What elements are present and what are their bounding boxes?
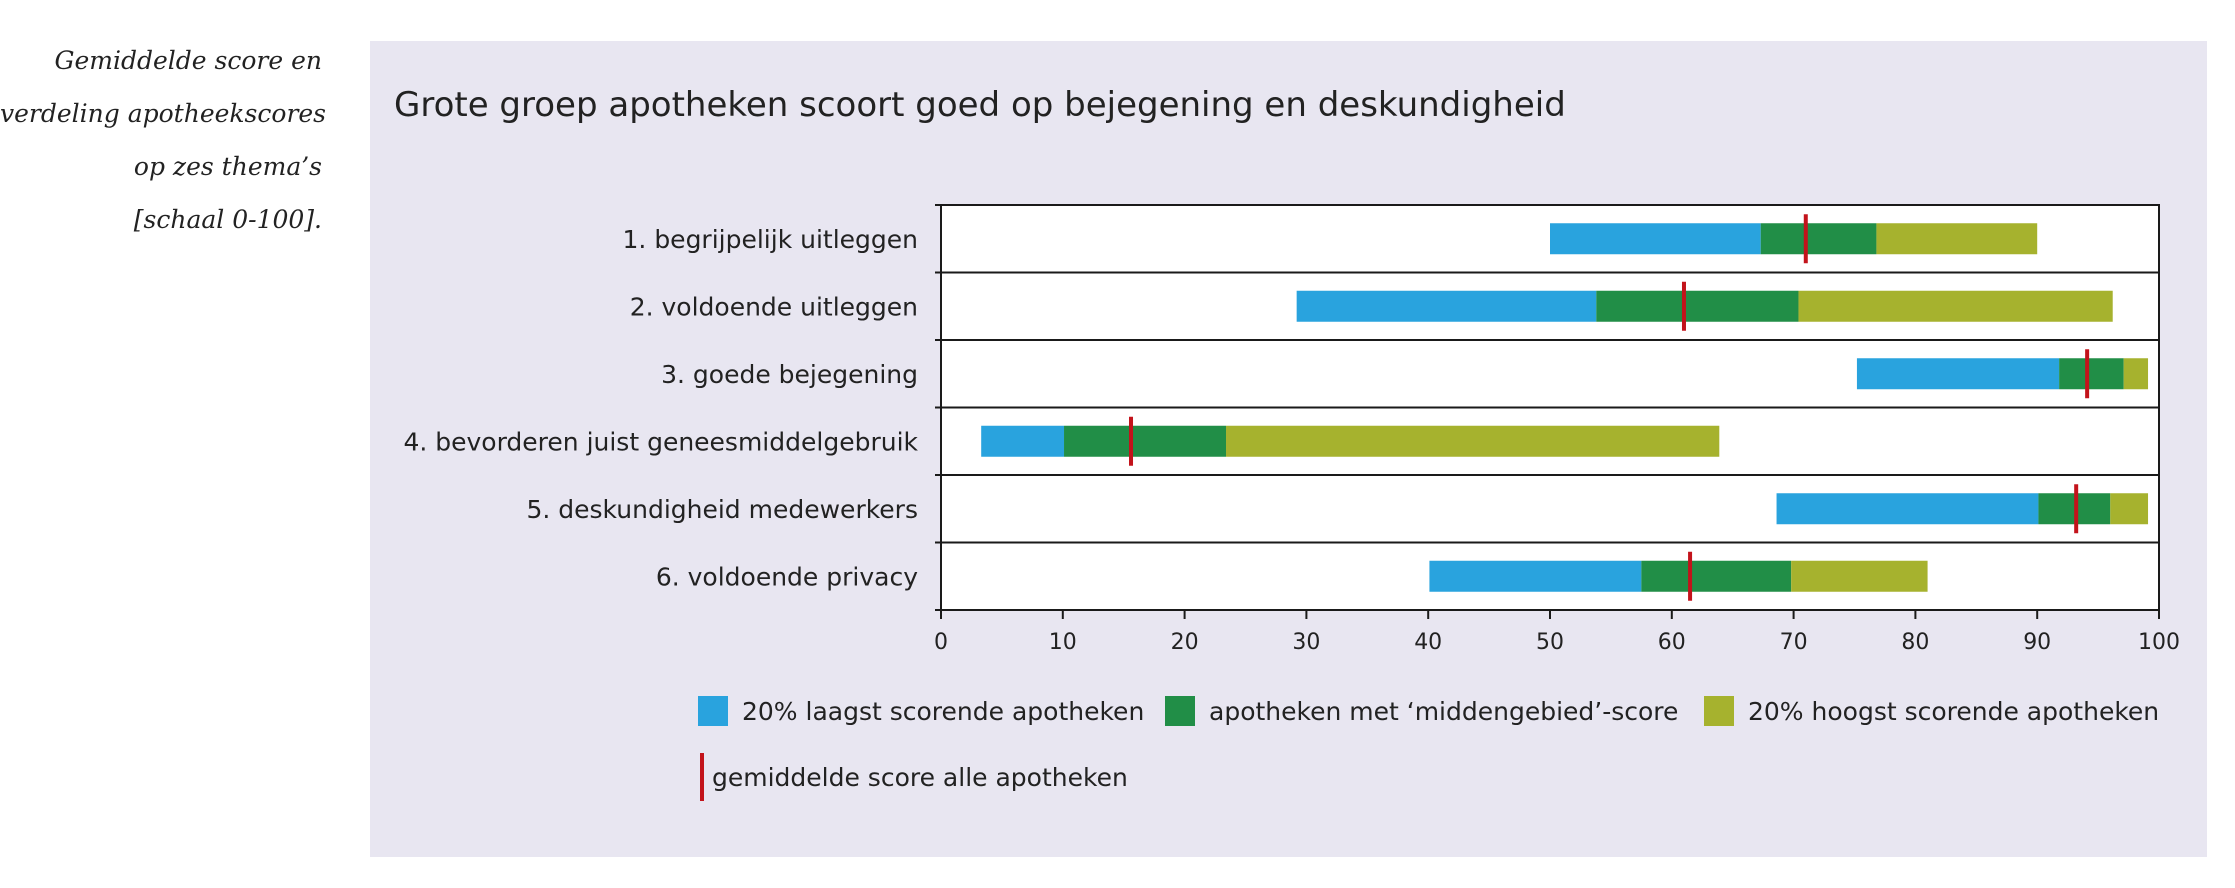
category-label: 4. bevorderen juist geneesmiddelgebruik: [403, 427, 918, 456]
category-label: 2. voldoende uitleggen: [630, 292, 918, 321]
category-label: 1. begrijpelijk uitleggen: [623, 225, 918, 254]
chart-svg: 1. begrijpelijk uitleggen 2. voldoende ui…: [403, 204, 2180, 655]
legend-label-lowest: 20% laagst scorende apotheken: [742, 696, 1145, 726]
legend-item-middle: apotheken met ‘middengebied’-score: [1165, 696, 1678, 726]
x-tick-label: 100: [2138, 630, 2180, 655]
legend-swatch-lowest: [698, 696, 728, 726]
x-tick-label: 50: [1536, 630, 1564, 655]
bar-segment-lowest: [1856, 358, 2060, 390]
bar-segment-middle: [1760, 223, 1877, 255]
legend-swatch-middle: [1165, 696, 1195, 726]
bar-segment-highest: [1798, 290, 2113, 322]
bar-segment-middle: [2059, 358, 2124, 390]
x-tick-label: 90: [2023, 630, 2051, 655]
legend-line-mean: [700, 753, 704, 801]
legend-swatch-highest: [1704, 696, 1734, 726]
bar-segment-lowest: [1296, 290, 1597, 322]
x-tick-label: 0: [934, 630, 948, 655]
side-caption: Gemiddelde score en verdeling apotheeksc…: [0, 34, 327, 246]
x-tick-label: 70: [1780, 630, 1808, 655]
x-tick-label: 10: [1049, 630, 1077, 655]
legend-item-mean: gemiddelde score alle apotheken: [700, 753, 1128, 801]
x-tick-label: 40: [1414, 630, 1442, 655]
chart-title: Grote groep apotheken scoort goed op bej…: [394, 85, 1566, 125]
bar-segment-middle: [1641, 560, 1792, 592]
legend-item-highest: 20% hoogst scorende apotheken: [1704, 696, 2159, 726]
legend-item-lowest: 20% laagst scorende apotheken: [698, 696, 1144, 726]
bar-segment-highest: [2123, 358, 2149, 390]
legend-label-middle: apotheken met ‘middengebied’-score: [1209, 696, 1679, 726]
x-tick-label: 80: [1901, 630, 1929, 655]
bar-segment-middle: [1064, 425, 1227, 457]
category-label: 5. deskundigheid medewerkers: [526, 495, 918, 524]
legend-label-highest: 20% hoogst scorende apotheken: [1748, 696, 2160, 726]
bar-segment-middle: [1596, 290, 1799, 322]
category-label: 6. voldoende privacy: [656, 562, 918, 591]
bar-segment-highest: [2110, 493, 2149, 525]
bar-segment-lowest: [981, 425, 1065, 457]
x-tick-label: 60: [1658, 630, 1686, 655]
chart-panel: Grote groep apotheken scoort goed op bej…: [370, 41, 2207, 857]
caption-line: Gemiddelde score en: [54, 46, 322, 75]
bar-segment-lowest: [1776, 493, 2039, 525]
caption-line: [schaal 0-100].: [133, 205, 322, 234]
legend-label-mean: gemiddelde score alle apotheken: [712, 762, 1128, 792]
category-label: 3. goede bejegening: [661, 360, 918, 389]
x-tick-label: 20: [1171, 630, 1199, 655]
bar-segment-highest: [1791, 560, 1928, 592]
caption-line: verdeling apotheekscores: [0, 99, 327, 128]
bar-segment-highest: [1876, 223, 2038, 255]
bar-segment-lowest: [1550, 223, 1761, 255]
caption-line: op zes thema’s: [133, 152, 322, 181]
bar-segment-lowest: [1429, 560, 1642, 592]
x-tick-label: 30: [1292, 630, 1320, 655]
bar-segment-highest: [1226, 425, 1720, 457]
